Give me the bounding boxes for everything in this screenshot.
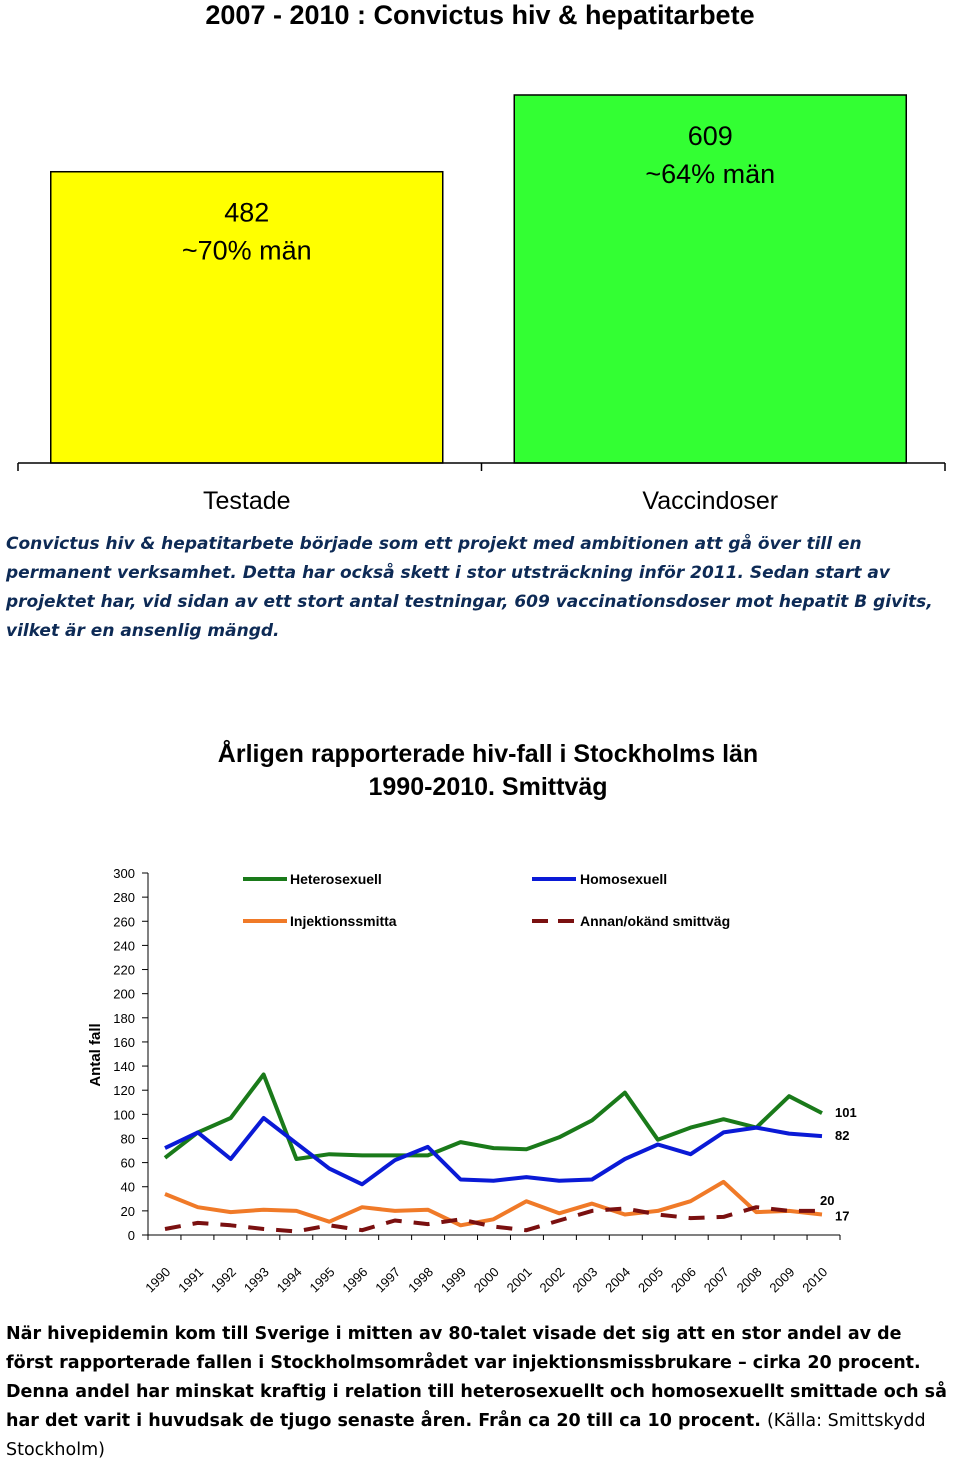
bar-value-label: 482: [224, 198, 269, 228]
bar-chart: 482 ~70% män Testade 609 ~64% män Vaccindoser: [17, 94, 946, 515]
bar-vaccindoser: [513, 94, 907, 464]
line-chart-title-line-2: 1990-2010. Smittväg: [368, 773, 608, 801]
x-tick-label: 2005: [635, 1264, 666, 1295]
y-tick-label: 200: [113, 987, 135, 1002]
x-tick-label: 2001: [504, 1264, 535, 1295]
end-value-label: 82: [835, 1128, 849, 1143]
x-tick-label: 1994: [274, 1264, 305, 1295]
x-tick-label: 1993: [241, 1264, 272, 1295]
x-tick-label: 2009: [766, 1264, 797, 1295]
bar-testade: [50, 170, 444, 464]
x-tick-label: 1995: [307, 1264, 338, 1295]
line-chart-title-line-1: Årligen rapporterade hiv-fall i Stockhol…: [217, 740, 759, 768]
y-tick-label: 60: [121, 1156, 135, 1171]
series-line-2: [164, 1116, 823, 1187]
y-tick-label: 20: [121, 1204, 135, 1219]
y-tick-label: 120: [113, 1083, 135, 1098]
end-value-label: 101: [835, 1105, 857, 1120]
category-label: Testade: [203, 487, 291, 515]
x-tick-label: 1991: [175, 1264, 206, 1295]
legend-label: Homosexuell: [580, 871, 667, 887]
y-tick-label: 140: [113, 1059, 135, 1074]
series-line-3: [164, 1179, 823, 1228]
y-tick-label: 40: [121, 1180, 135, 1195]
series-line-1: [163, 1072, 823, 1161]
x-tick-label: 1996: [339, 1264, 370, 1295]
y-tick-label: 80: [121, 1131, 135, 1146]
summary-paragraph: När hivepidemin kom till Sverige i mitte…: [6, 1320, 954, 1465]
line-chart: 0204060801001201401601802002202402602803…: [87, 866, 857, 1295]
bar-chart-title: 2007 - 2010 : Convictus hiv & hepatitarb…: [205, 0, 755, 30]
summary-text: När hivepidemin kom till Sverige i mitte…: [6, 1324, 947, 1431]
bar-value-label: ~70% män: [182, 236, 312, 266]
y-tick-label: 180: [113, 1011, 135, 1026]
end-value-label: 17: [835, 1208, 849, 1223]
x-tick-label: 1990: [142, 1264, 173, 1295]
category-label: Vaccindoser: [642, 487, 778, 515]
legend-label: Injektionssmitta: [290, 913, 397, 929]
x-tick-label: 1997: [372, 1264, 403, 1295]
x-tick-label: 2000: [471, 1264, 502, 1295]
y-tick-label: 0: [128, 1228, 135, 1243]
legend-label: Heterosexuell: [290, 871, 382, 887]
y-tick-label: 260: [113, 914, 135, 929]
x-tick-label: 2002: [536, 1264, 567, 1295]
y-axis-label: Antal fall: [87, 1023, 104, 1086]
y-tick-label: 300: [113, 866, 135, 881]
x-tick-label: 1999: [438, 1264, 469, 1295]
line-chart-title: Årligen rapporterade hiv-fall i Stockhol…: [0, 738, 960, 804]
y-tick-label: 160: [113, 1035, 135, 1050]
y-tick-label: 240: [113, 938, 135, 953]
legend-label: Annan/okänd smittväg: [580, 913, 730, 929]
x-tick-label: 2010: [799, 1264, 830, 1295]
x-tick-label: 1998: [405, 1264, 436, 1295]
x-tick-label: 2006: [668, 1264, 699, 1295]
y-tick-label: 280: [113, 890, 135, 905]
y-tick-label: 100: [113, 1107, 135, 1122]
x-tick-label: 2003: [569, 1264, 600, 1295]
x-tick-label: 2007: [701, 1264, 732, 1295]
bar-value-label: 609: [688, 121, 733, 151]
x-tick-label: 2004: [602, 1264, 633, 1295]
x-tick-label: 2008: [734, 1264, 765, 1295]
end-value-label: 20: [820, 1193, 834, 1208]
bar-value-label: ~64% män: [645, 159, 775, 189]
y-tick-label: 220: [113, 963, 135, 978]
intro-paragraph: Convictus hiv & hepatitarbete började so…: [6, 534, 933, 641]
x-tick-label: 1992: [208, 1264, 239, 1295]
